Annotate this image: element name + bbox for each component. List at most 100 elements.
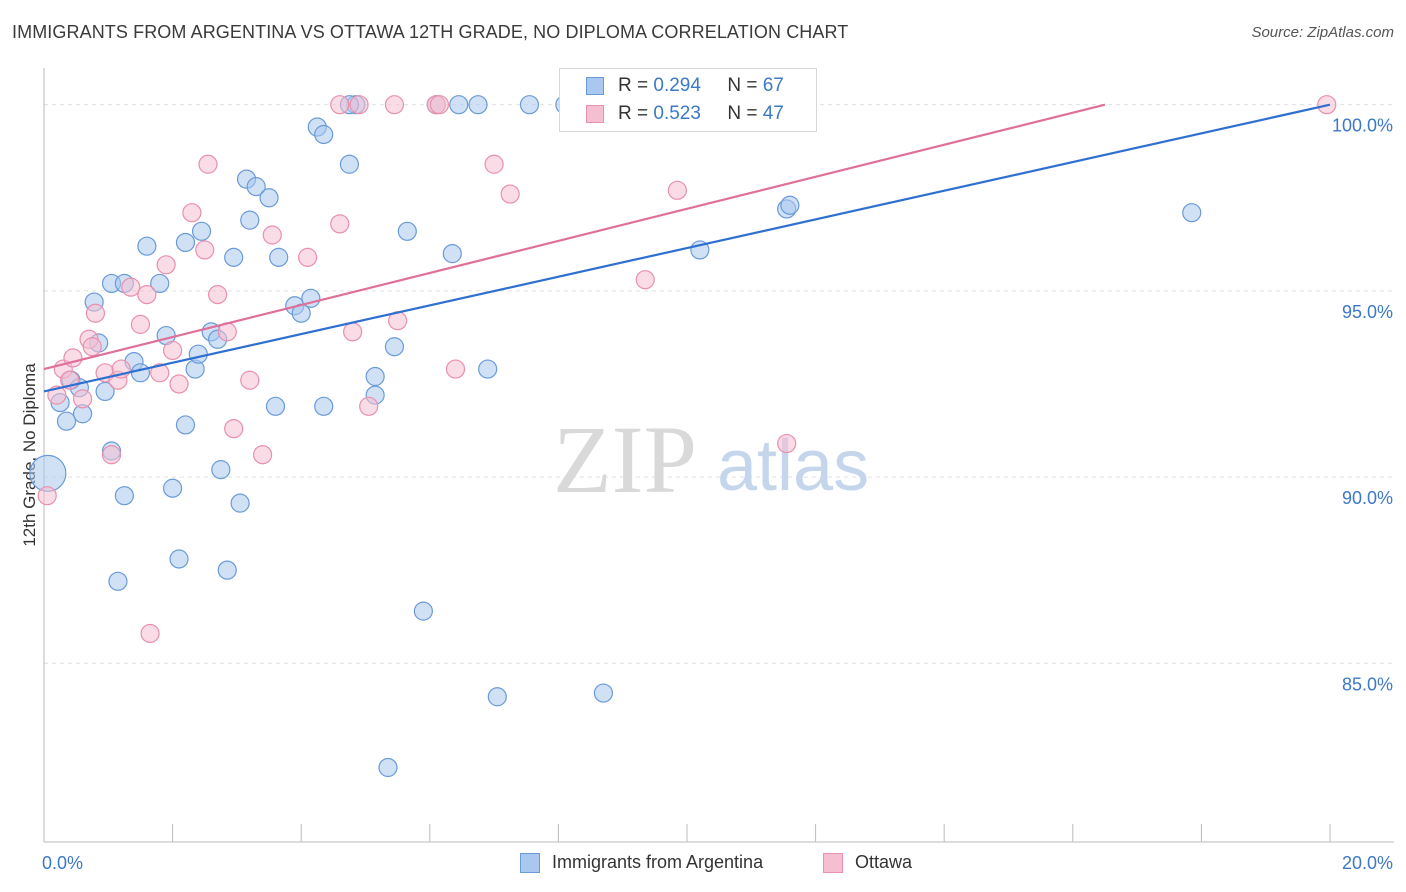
ottawa-point [130,314,151,334]
argentina-point [95,381,115,402]
ottawa-point [101,445,122,465]
argentina-point [130,363,151,383]
trend-lines [43,103,1331,393]
blue-swatch [586,77,604,95]
argentina-point [259,188,279,208]
argentina-point [169,549,189,569]
ottawa-point [330,95,350,115]
ottawa-point [195,240,215,260]
blue-swatch [520,852,540,873]
argentina-point [593,683,614,703]
ottawa-point [140,623,160,644]
ottawa-point [198,154,218,174]
argentina-point [314,396,334,416]
argentina-point [265,396,286,416]
ottawa-point [156,255,176,275]
y-tick-label: 85.0% [1342,674,1393,694]
ottawa-point [635,270,655,290]
ottawa-point [330,214,350,234]
argentina-point [150,273,170,294]
argentina-point [137,236,157,256]
ottawa-point [262,225,282,245]
ottawa-point [359,396,379,416]
n-label: N = [727,103,763,124]
ottawa-point [298,247,318,267]
argentina-point [442,244,462,264]
ottawa-point [150,363,170,383]
argentina-point [384,337,405,357]
n-label: N = [727,75,763,96]
argentina-point [397,221,417,241]
argentina-point [246,177,266,197]
argentina-point [56,411,77,431]
n-value: 47 [762,103,784,124]
ottawa-point [37,486,57,506]
argentina-point [175,232,196,253]
argentina-point [175,415,196,435]
x-tick-label: 20.0% [1342,853,1393,873]
ottawa-point [121,277,141,297]
y-tick-label: 100.0% [1332,116,1393,136]
argentina-point [240,210,260,230]
argentina-point [478,359,498,379]
chart-title: IMMIGRANTS FROM ARGENTINA VS OTTAWA 12TH… [12,22,849,42]
watermark-zip: ZIP [553,406,697,513]
argentina-point [191,221,212,241]
r-label: R = [618,103,654,124]
watermark: ZIP atlas [553,406,869,513]
y-tick-label: 95.0% [1342,302,1393,322]
pink-swatch [823,852,843,873]
pink-swatch [586,105,604,123]
ottawa-trend-line [43,103,1106,371]
axes [43,68,1394,843]
tick-labels: 100.0% 95.0% 90.0% 85.0% 0.0% 20.0% [42,116,1393,873]
ottawa-point [82,337,102,357]
argentina-point [217,560,237,580]
ottawa-point [182,203,202,223]
ottawa-point [169,374,189,394]
argentina-point [163,478,183,498]
r-value: 0.523 [653,103,701,124]
r-value: 0.294 [653,75,701,96]
argentina-point [224,247,244,267]
ottawa-point [224,419,244,439]
ottawa-point [343,322,363,342]
n-value: 67 [762,75,784,96]
ottawa-point [429,95,450,115]
ottawa-point [777,433,797,454]
argentina-point [339,154,360,174]
argentina-point [413,601,433,621]
stats-legend: R = 0.294 N = 67 R = 0.523 N = 47 [559,68,817,132]
argentina-point [519,95,540,115]
ottawa-point [208,285,228,305]
ottawa-point [163,340,183,361]
ottawa-point [85,303,106,323]
argentina-point [230,493,250,513]
argentina-trend-line [43,103,1331,393]
argentina-point [29,454,67,492]
argentina-point [188,344,208,364]
argentina-point [487,687,507,707]
legend-label: Immigrants from Argentina [552,852,764,872]
ottawa-point [240,370,260,390]
x-tick-label: 0.0% [42,853,83,873]
r-label: R = [618,75,654,96]
argentina-point [211,460,231,480]
ottawa-point [500,184,520,204]
legend-item-argentina[interactable]: Immigrants from Argentina [520,852,763,873]
legend-item-ottawa[interactable]: Ottawa [823,852,912,873]
ottawa-point [384,95,405,115]
argentina-point [780,195,800,215]
ottawa-point [253,445,273,465]
argentina-point [108,571,128,591]
data-points [29,95,1337,778]
ottawa-point [445,359,466,379]
ottawa-point [349,95,369,115]
argentina-point [114,486,134,506]
ottawa-point [137,285,157,305]
argentina-point [365,366,385,387]
ottawa-point [667,180,687,200]
argentina-point [314,124,334,145]
argentina-point [269,247,289,267]
